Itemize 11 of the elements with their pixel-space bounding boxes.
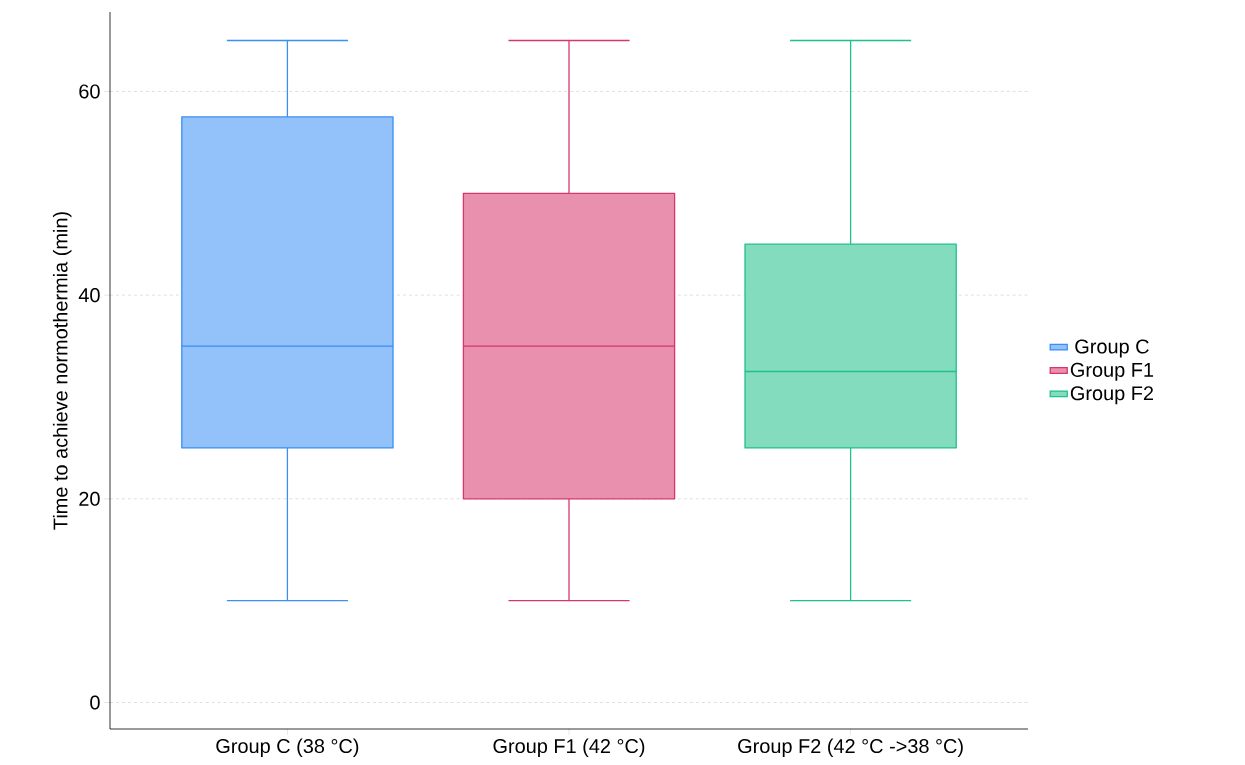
y-tick-label: 40 xyxy=(78,288,100,303)
legend-label: Group C xyxy=(1075,339,1149,358)
y-tick-label: 60 xyxy=(79,84,100,99)
x-tick-label: Group F2 (42 °C ->38 °C) xyxy=(738,738,963,758)
y-tick-label: 20 xyxy=(79,491,100,506)
x-tick-label: Group F1 (42 °C) xyxy=(493,738,645,758)
y-tick-label: 0 xyxy=(90,695,100,710)
x-tick-label: Group C (38 °C) xyxy=(216,738,359,758)
y-axis-title: Time to achieve normothermia (min) xyxy=(52,212,72,530)
legend-label: Group F2 xyxy=(1070,386,1153,405)
legend-label: Group F1 xyxy=(1070,362,1154,381)
